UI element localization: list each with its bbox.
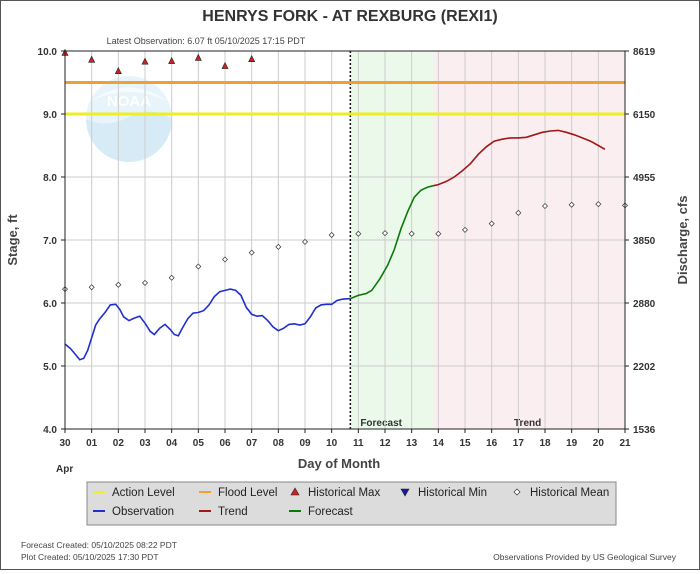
y-tick-label: 10.0 [38, 47, 58, 58]
legend-swatch-hist_max [290, 487, 300, 496]
x-tick-label: 13 [406, 438, 418, 449]
historical-mean-point [275, 243, 282, 250]
forecast-zone-label: Forecast [360, 418, 402, 429]
x-tick-label: 09 [299, 438, 311, 449]
x-tick-label: 18 [539, 438, 551, 449]
historical-mean-point [222, 256, 228, 263]
historical-mean-point [142, 279, 148, 286]
y2-tick-label: 2202 [633, 362, 656, 373]
x-tick-label: 07 [246, 438, 258, 449]
y2-axis-label: Discharge, cfs [675, 196, 690, 285]
historical-mean-point [302, 238, 308, 245]
historical-mean-point [382, 230, 388, 237]
y-tick-label: 8.0 [43, 173, 57, 184]
y-tick-label: 5.0 [43, 362, 57, 373]
x-tick-label: 05 [193, 438, 205, 449]
x-tick-label: 04 [166, 438, 178, 449]
plot-created: Plot Created: 05/10/2025 17:30 PDT [21, 552, 159, 562]
historical-mean-point [488, 220, 495, 227]
historical-mean-point [328, 231, 335, 238]
legend-swatch-hist_mean [513, 488, 521, 496]
historical-mean-point [435, 230, 442, 237]
legend-label-forecast: Forecast [308, 506, 354, 518]
legend-label-flood: Flood Level [218, 487, 277, 499]
x-tick-label: 03 [139, 438, 151, 449]
x-tick-label: 01 [86, 438, 98, 449]
historical-mean-point [355, 230, 362, 237]
x-tick-label: 02 [113, 438, 125, 449]
legend-swatch-hist_min [400, 488, 410, 497]
y-tick-label: 6.0 [43, 299, 57, 310]
x-tick-label: 12 [379, 438, 391, 449]
y-tick-label: 9.0 [43, 110, 57, 121]
legend-label-hist_min: Historical Min [418, 487, 487, 499]
historical-max-point [168, 56, 176, 64]
legend-label-action: Action Level [112, 487, 175, 499]
x-tick-label: 15 [459, 438, 471, 449]
y2-tick-label: 4955 [633, 173, 656, 184]
x-tick-label: 11 [353, 438, 364, 449]
forecast-created: Forecast Created: 05/10/2025 08:22 PDT [21, 540, 177, 550]
historical-mean-point [462, 226, 468, 233]
y-tick-label: 4.0 [43, 425, 57, 436]
historical-markers [61, 48, 628, 293]
y2-tick-label: 1536 [633, 425, 656, 436]
y2-tick-label: 2880 [633, 299, 656, 310]
forecast-line [350, 185, 434, 300]
latest-observation: Latest Observation: 6.07 ft 05/10/2025 1… [107, 36, 306, 46]
axis-ticks: 30 01 02 03 04 05 06 07 08 09 10 11 12 13 14 15 16 17 18 19… [38, 47, 656, 449]
historical-max-point [88, 55, 96, 63]
trend-line [432, 129, 606, 187]
historical-mean-point [542, 202, 548, 209]
historical-mean-point [248, 249, 255, 256]
historical-max-point [221, 61, 229, 69]
data-provider: Observations Provided by US Geological S… [493, 552, 677, 562]
level-lines [65, 81, 625, 116]
legend-label-hist_mean: Historical Mean [530, 487, 609, 499]
x-tick-label: 19 [566, 438, 578, 449]
trend-zone-label: Trend [514, 418, 541, 429]
observation-line [64, 288, 351, 361]
historical-max-point [114, 66, 122, 74]
y-axis-label: Stage, ft [5, 214, 20, 266]
historical-mean-point [408, 230, 415, 237]
x-tick-label: 17 [513, 438, 525, 449]
chart-title: HENRYS FORK - AT REXBURG (REXI1) [202, 8, 497, 25]
historical-mean-point [595, 201, 602, 208]
x-tick-label: 08 [273, 438, 285, 449]
historical-max-point [248, 55, 256, 62]
y2-tick-label: 3850 [633, 236, 656, 247]
month-label: Apr [56, 464, 73, 475]
data-series [64, 129, 606, 361]
x-tick-label: 16 [486, 438, 498, 449]
legend: Action Level Flood Level Historical Max His… [86, 481, 617, 526]
historical-max-point [194, 53, 202, 61]
historical-max-point [141, 57, 149, 65]
y-tick-label: 7.0 [43, 236, 57, 247]
x-axis-label: Day of Month [298, 456, 380, 471]
historical-mean-point [568, 201, 575, 208]
x-tick-label: 20 [593, 438, 605, 449]
x-tick-label: 06 [219, 438, 231, 449]
historical-mean-point [168, 274, 175, 281]
x-tick-label: 21 [619, 438, 631, 449]
y2-tick-label: 6150 [633, 110, 656, 121]
historical-mean-point [88, 284, 95, 291]
legend-label-trend: Trend [218, 506, 248, 518]
historical-mean-point [115, 281, 122, 288]
noaa-logo: NOAA [86, 76, 172, 162]
legend-label-observation: Observation [112, 506, 174, 518]
legend-box [86, 481, 617, 526]
historical-mean-point [515, 209, 522, 216]
legend-label-hist_max: Historical Max [308, 487, 380, 499]
x-tick-label: 14 [433, 438, 445, 449]
x-tick-label: 30 [59, 438, 71, 449]
x-tick-label: 10 [326, 438, 338, 449]
y2-tick-label: 8619 [633, 47, 656, 58]
historical-mean-point [195, 263, 202, 270]
